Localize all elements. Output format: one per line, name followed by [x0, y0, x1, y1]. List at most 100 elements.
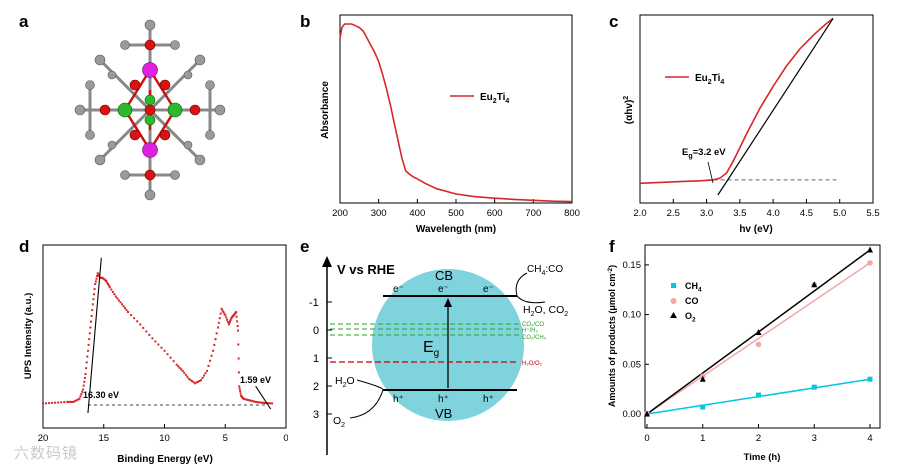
data-point: [66, 400, 69, 403]
data-point: [93, 288, 96, 291]
series-points-ups: [42, 272, 274, 405]
data-point: [186, 375, 189, 378]
data-point-ch4: [867, 376, 873, 382]
data-point: [125, 309, 128, 312]
electron: e⁻: [393, 284, 404, 295]
x-tick-label: 5.5: [866, 208, 879, 219]
data-point: [263, 401, 266, 404]
x-tick-label: 4: [867, 433, 872, 444]
band-diagram: V vs RHE -1 0 1 2 3 CB VB e⁻ e⁻ e⁻ h⁺ h⁺…: [309, 256, 568, 455]
y-axis-label: Absorbance: [320, 81, 331, 139]
data-point-co: [867, 260, 873, 266]
tick-label: 3: [313, 409, 319, 421]
data-point: [237, 357, 240, 360]
fit-line-left: [87, 257, 102, 414]
annotation-cutoff: 16.30 eV: [83, 390, 119, 400]
panel-letter-f: f: [609, 237, 615, 256]
x-tick-label: 3.5: [733, 208, 746, 219]
x-tick-label: 800: [564, 208, 580, 219]
data-point: [107, 283, 109, 286]
data-point: [177, 365, 180, 368]
x-tick-label: 2.0: [633, 208, 646, 219]
data-point: [204, 372, 207, 375]
y-axis-label: Amounts of products (μmol cm-2): [607, 265, 617, 407]
reduction-reactants: H2O, CO2: [523, 304, 568, 318]
chart-absorbance: 200 300 400 500 600 700 800 Eu2Ti4 Wavelength …: [320, 14, 580, 235]
data-point: [82, 384, 85, 387]
data-point: [87, 343, 90, 346]
x-tick-label: 5: [223, 433, 228, 444]
data-point: [110, 288, 113, 291]
data-point: [242, 397, 245, 400]
arrow-head-icon: [444, 298, 452, 307]
panel-letter-e: e: [300, 237, 310, 256]
plot-frame: [639, 14, 874, 204]
data-point: [209, 359, 212, 362]
x-tick-label: 2.5: [667, 208, 680, 219]
axis-ticks: 0 1 2 3 4 0.00 0.05 0.10 0.15: [623, 260, 873, 444]
fit-line-right: [255, 385, 272, 410]
data-point: [251, 400, 254, 403]
vb-label: VB: [435, 406, 452, 421]
legend-label-co: CO: [685, 296, 699, 306]
data-point: [154, 340, 157, 343]
data-point: [248, 399, 251, 402]
data-point: [229, 318, 232, 321]
linear-fit-line: [717, 18, 834, 196]
series-line-eu2ti4: [639, 17, 834, 185]
data-point: [121, 303, 123, 306]
data-point-ch4: [811, 384, 817, 390]
y-axis-label: (αhv)2: [623, 96, 635, 124]
axis-title: V vs RHE: [337, 262, 395, 277]
data-point: [247, 399, 249, 401]
data-point: [257, 401, 260, 404]
data-point: [225, 316, 228, 319]
y-tick-label: 0.15: [623, 260, 642, 271]
data-point: [227, 321, 229, 324]
y-tick-label: 0.10: [623, 310, 642, 321]
data-point: [82, 388, 85, 391]
data-point: [116, 297, 119, 300]
data-point: [253, 400, 256, 403]
legend-marker-ch4: [671, 283, 676, 288]
data-point: [220, 307, 223, 310]
data-point: [88, 332, 91, 335]
titanium-atoms: [117, 94, 183, 126]
legend: Eu2Ti4: [665, 73, 724, 86]
x-ticks: 200 300 400 500 600 700 800: [332, 199, 580, 219]
data-point-ch4: [756, 392, 761, 398]
oxidation-arrow: [349, 379, 384, 419]
data-point: [254, 400, 257, 403]
data-point: [81, 390, 84, 393]
data-point: [72, 400, 75, 403]
x-tick-label: 200: [332, 208, 348, 219]
data-point: [151, 337, 154, 340]
legend: CH4 CO O2: [670, 281, 702, 324]
data-point: [83, 380, 86, 383]
data-point: [54, 401, 57, 404]
data-point: [127, 311, 129, 313]
legend: Eu2Ti4: [450, 92, 509, 105]
data-point: [114, 295, 117, 298]
data-point: [227, 323, 230, 326]
data-point: [219, 312, 222, 315]
data-point: [88, 338, 91, 341]
data-point: [169, 356, 172, 359]
data-point: [207, 364, 210, 367]
europium-atoms: [142, 62, 158, 158]
x-tick-label: 3.0: [700, 208, 713, 219]
level-label: H₂O/O₂: [522, 361, 543, 367]
x-ticks: 2.0 2.5 3.0 3.5 4.0 4.5 5.0 5.5: [633, 199, 880, 219]
data-point: [195, 381, 198, 384]
data-point: [130, 314, 133, 317]
x-tick-label: 300: [371, 208, 387, 219]
data-point: [223, 312, 226, 315]
data-point: [181, 369, 184, 372]
data-point: [96, 275, 99, 277]
legend-label-ch4: CH4: [685, 281, 702, 294]
data-point: [148, 333, 151, 336]
data-point: [133, 317, 136, 320]
data-point-ch4: [700, 404, 706, 410]
data-point: [178, 366, 181, 369]
data-point: [201, 376, 204, 379]
